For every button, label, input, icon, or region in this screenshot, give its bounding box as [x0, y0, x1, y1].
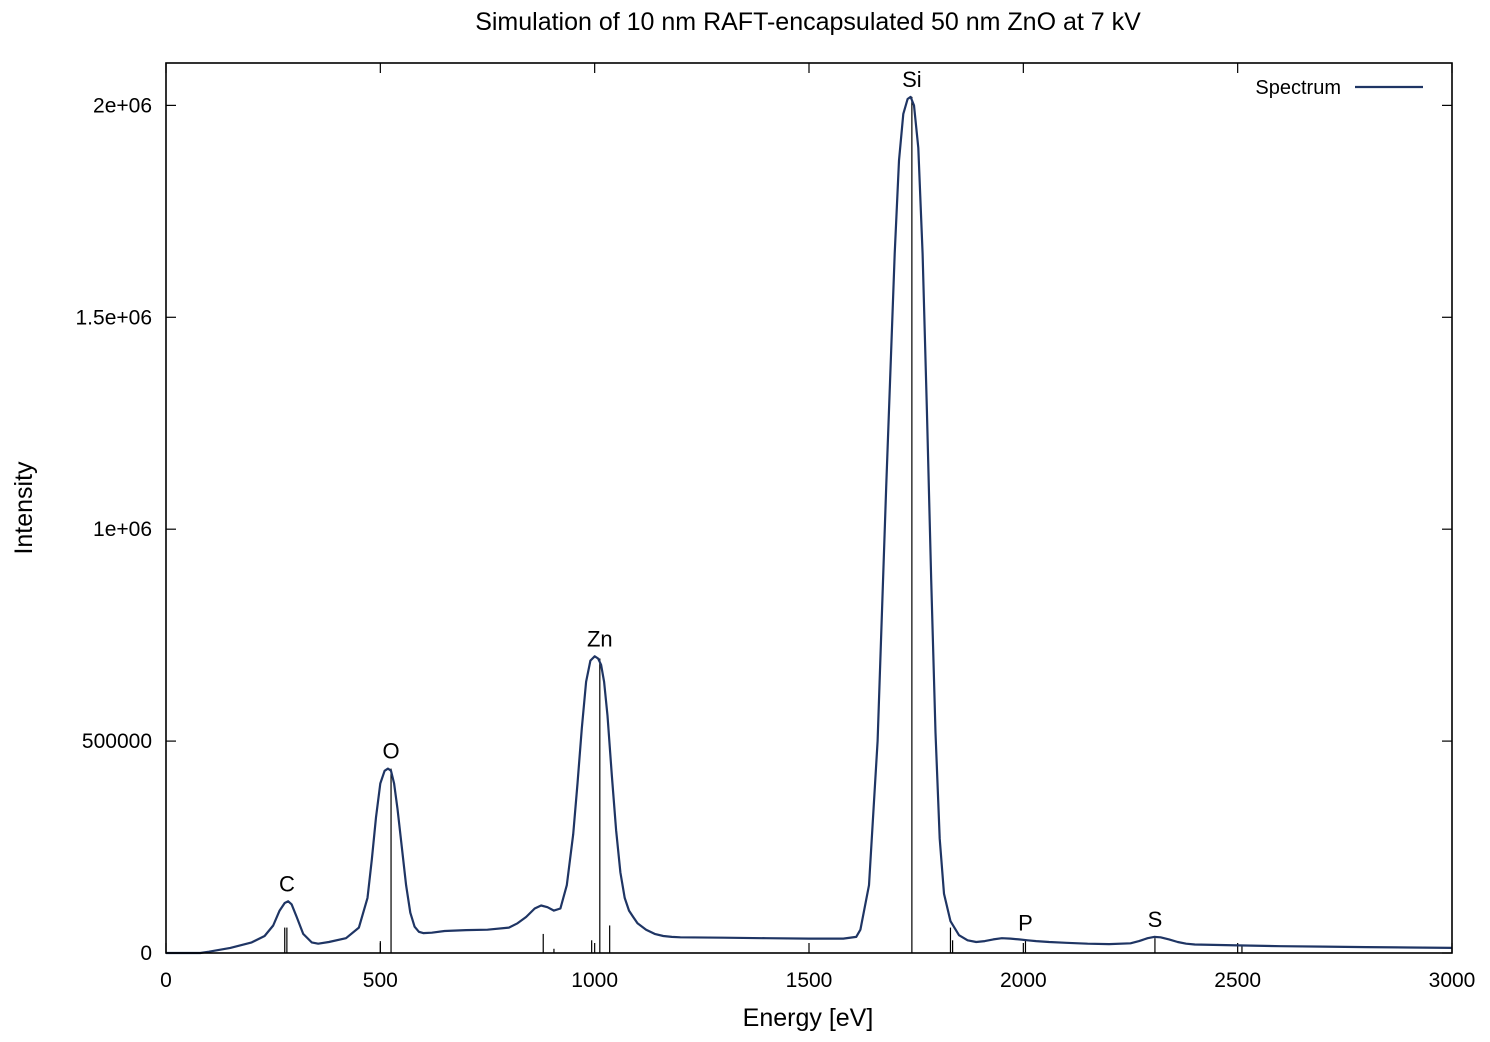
y-tick-label: 1e+06 — [93, 518, 152, 541]
spectrum-series-line — [166, 95, 1453, 955]
x-tick-label: 1500 — [786, 969, 833, 992]
axis-ticks: 0 500 1000 1500 2000 2500 3000 0 500000 1e+06 1.5e… — [76, 63, 1476, 992]
plot-frame — [165, 62, 1453, 954]
x-tick-label: 1000 — [571, 969, 618, 992]
chart-title: Simulation of 10 nm RAFT-encapsulated 50… — [475, 8, 1141, 36]
legend-label-spectrum: Spectrum — [1255, 77, 1341, 99]
y-axis-label: Intensity — [10, 461, 38, 555]
element-marker-lines — [284, 96, 1243, 953]
y-tick-label: 0 — [140, 942, 152, 965]
peak-label-s: S — [1148, 907, 1163, 932]
plot-area: 0 500 1000 1500 2000 2500 3000 0 500000 1e+06 1.5e… — [76, 62, 1476, 992]
peak-annotations: C O Zn Si P S — [279, 67, 1162, 935]
peak-label-zn: Zn — [587, 626, 613, 651]
x-tick-label: 500 — [363, 969, 398, 992]
peak-label-o: O — [382, 739, 399, 764]
x-tick-label: 3000 — [1429, 969, 1476, 992]
x-tick-label: 0 — [160, 969, 172, 992]
x-tick-label: 2500 — [1214, 969, 1261, 992]
x-axis-label: Energy [eV] — [743, 1004, 874, 1032]
y-tick-label: 500000 — [82, 730, 152, 753]
y-tick-label: 2e+06 — [93, 94, 152, 117]
x-tick-label: 2000 — [1000, 969, 1047, 992]
legend: Spectrum — [1255, 77, 1423, 99]
peak-label-c: C — [279, 871, 295, 896]
peak-label-si: Si — [902, 67, 922, 92]
peak-label-p: P — [1018, 910, 1033, 935]
y-tick-label: 1.5e+06 — [76, 306, 153, 329]
